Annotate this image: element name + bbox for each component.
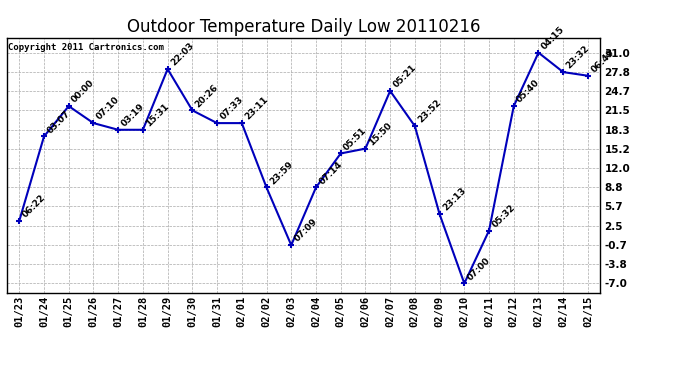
Text: 07:09: 07:09	[293, 217, 319, 244]
Text: 07:00: 07:00	[466, 256, 492, 282]
Text: 07:33: 07:33	[219, 95, 245, 122]
Text: 05:21: 05:21	[391, 63, 418, 90]
Text: 04:15: 04:15	[540, 25, 566, 51]
Text: 05:40: 05:40	[515, 78, 542, 105]
Text: 06:49: 06:49	[589, 48, 616, 74]
Text: 15:50: 15:50	[367, 121, 393, 147]
Text: 07:10: 07:10	[95, 95, 121, 122]
Text: 23:59: 23:59	[268, 159, 295, 186]
Text: 03:19: 03:19	[119, 102, 146, 128]
Text: 05:32: 05:32	[491, 202, 517, 229]
Text: Copyright 2011 Cartronics.com: Copyright 2011 Cartronics.com	[8, 43, 164, 52]
Title: Outdoor Temperature Daily Low 20110216: Outdoor Temperature Daily Low 20110216	[127, 18, 480, 36]
Text: 07:14: 07:14	[317, 159, 344, 186]
Text: 15:31: 15:31	[144, 102, 171, 128]
Text: 23:11: 23:11	[243, 95, 270, 122]
Text: 03:07: 03:07	[46, 108, 72, 135]
Text: 00:00: 00:00	[70, 78, 97, 105]
Text: 22:03: 22:03	[169, 41, 195, 68]
Text: 23:13: 23:13	[441, 186, 468, 213]
Text: 05:51: 05:51	[342, 126, 368, 152]
Text: 23:52: 23:52	[416, 98, 443, 125]
Text: 23:32: 23:32	[564, 44, 591, 71]
Text: 06:22: 06:22	[21, 193, 47, 219]
Text: 20:26: 20:26	[194, 82, 220, 109]
